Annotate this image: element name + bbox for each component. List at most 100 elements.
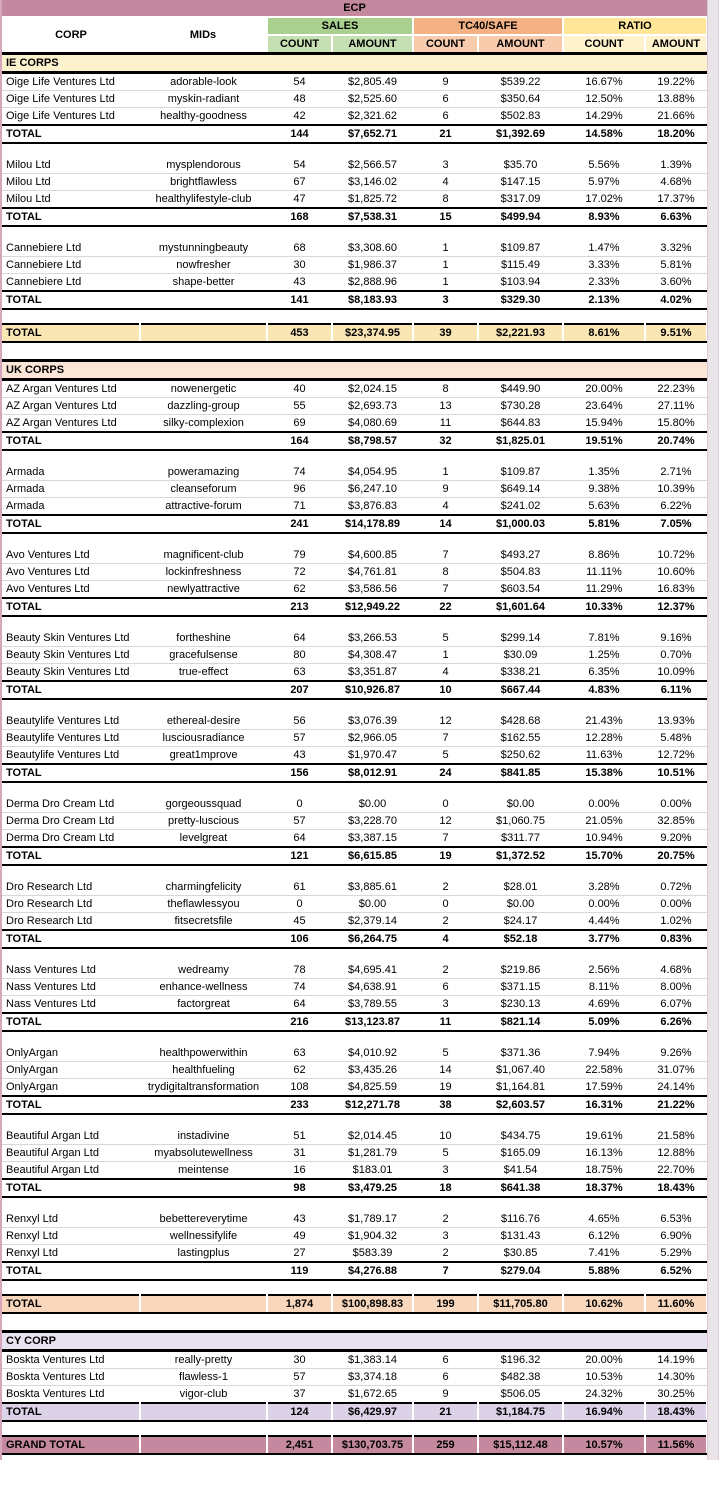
total-value[interactable]: 5.09% (563, 1012, 645, 1032)
cell-value[interactable]: 4.65% (563, 1211, 645, 1228)
total-value[interactable]: $7,538.31 (332, 207, 413, 227)
total-label[interactable]: TOTAL (2, 597, 140, 617)
cell-value[interactable]: 43 (267, 746, 332, 765)
cell-value[interactable]: $539.22 (478, 72, 563, 91)
cell-value[interactable]: 2 (413, 879, 478, 896)
total-value[interactable]: 124 (267, 1402, 333, 1422)
cell-mid[interactable]: gracefulsense (140, 646, 267, 664)
section-total-value[interactable]: $23,374.95 (332, 323, 414, 343)
cell-value[interactable]: 14.29% (563, 107, 645, 126)
cell-value[interactable]: 1 (413, 240, 478, 257)
cell-corp[interactable]: Beauty Skin Ventures Ltd (2, 646, 140, 664)
cell-value[interactable]: 24.14% (645, 1078, 707, 1097)
cell-value[interactable]: $2,379.14 (332, 912, 413, 931)
cell-mid[interactable]: great1mprove (140, 746, 267, 765)
section-header[interactable]: UK CORPS (2, 359, 707, 381)
cell-value[interactable]: $311.77 (478, 829, 563, 848)
cell-value[interactable]: 0 (413, 796, 478, 813)
cell-value[interactable]: $4,825.59 (332, 1078, 413, 1097)
cell-corp[interactable]: Milou Ltd (2, 173, 140, 191)
cell-value[interactable]: 16.83% (645, 580, 707, 599)
cell-mid[interactable]: trydigitaltransformation (140, 1078, 267, 1097)
cell-value[interactable]: 12.28% (563, 729, 645, 747)
cell-value[interactable]: 7.81% (563, 630, 645, 647)
cell-value[interactable]: 17.59% (563, 1078, 645, 1097)
cell-mid[interactable]: nowfresher (140, 256, 267, 274)
total-value[interactable]: 32 (413, 431, 478, 451)
cell-value[interactable]: $1,825.72 (332, 190, 413, 209)
total-value[interactable]: 6.63% (645, 207, 707, 227)
cell-value[interactable]: 4.68% (645, 962, 707, 979)
cell-value[interactable]: 0 (267, 796, 332, 813)
cell-mid[interactable]: lastingplus (140, 1244, 267, 1263)
cell-value[interactable]: 16 (267, 1161, 332, 1180)
cell-value[interactable]: 30 (267, 256, 332, 274)
total-value[interactable]: 6.26% (645, 1012, 707, 1032)
cell-value[interactable]: $1,672.65 (332, 1385, 413, 1404)
cell-value[interactable]: 30 (267, 1350, 332, 1369)
cell-mid[interactable]: gorgeoussquad (140, 796, 267, 813)
total-label[interactable]: TOTAL (2, 1095, 140, 1115)
total-value[interactable]: 4.83% (563, 680, 645, 700)
cell-value[interactable]: $3,387.15 (332, 829, 413, 848)
cell-value[interactable]: 2.56% (563, 962, 645, 979)
cell-mid[interactable]: fortheshine (140, 630, 267, 647)
cell-corp[interactable]: Milou Ltd (2, 157, 140, 174)
cell-value[interactable]: 21.58% (645, 1128, 707, 1145)
cell-corp[interactable]: Renxyl Ltd (2, 1211, 140, 1228)
cell-value[interactable]: 4.68% (645, 173, 707, 191)
cell-mid[interactable]: vigor-club (140, 1385, 267, 1404)
cell-value[interactable]: 12.50% (563, 90, 645, 108)
cell-value[interactable]: 11 (413, 414, 478, 433)
cell-value[interactable]: 12 (413, 812, 478, 830)
cell-value[interactable]: $3,374.18 (332, 1368, 413, 1386)
cell-value[interactable]: 64 (267, 995, 332, 1014)
cell-value[interactable]: $1,067.40 (478, 1061, 563, 1079)
cell-mid[interactable]: really-pretty (140, 1350, 267, 1369)
cell-value[interactable]: $2,024.15 (332, 379, 413, 398)
cell-mid[interactable]: meintense (140, 1161, 267, 1180)
cell-value[interactable]: $338.21 (478, 663, 563, 682)
cell-value[interactable]: 1 (413, 646, 478, 664)
cell-corp[interactable]: Nass Ventures Ltd (2, 995, 140, 1014)
total-value[interactable]: $1,372.52 (478, 846, 563, 866)
cell-value[interactable]: 72 (267, 563, 332, 581)
total-value[interactable]: 6.11% (645, 680, 707, 700)
cell-value[interactable]: 14.30% (645, 1368, 707, 1386)
cell-value[interactable]: 32.85% (645, 812, 707, 830)
grand-total-value[interactable]: $15,112.48 (478, 1435, 564, 1455)
cell-corp[interactable]: Beautylife Ventures Ltd (2, 729, 140, 747)
total-value[interactable]: 18.37% (563, 1178, 645, 1198)
cell-value[interactable]: $0.00 (332, 895, 413, 913)
total-value[interactable]: 12.37% (645, 597, 707, 617)
cell-mid[interactable]: enhance-wellness (140, 978, 267, 996)
cell-value[interactable]: 10.72% (645, 547, 707, 564)
cell-value[interactable]: 6 (413, 107, 478, 126)
cell-value[interactable]: 6.90% (645, 1227, 707, 1245)
cell-value[interactable]: 9.38% (563, 480, 645, 498)
cell-corp[interactable]: Derma Dro Cream Ltd (2, 829, 140, 848)
cell-value[interactable]: $3,266.53 (332, 630, 413, 647)
section-total-label[interactable]: TOTAL (2, 1294, 141, 1314)
cell-value[interactable]: 63 (267, 663, 332, 682)
cell-value[interactable]: $109.87 (478, 240, 563, 257)
total-value[interactable]: 21 (413, 124, 478, 144)
cell-value[interactable]: $2,693.73 (332, 397, 413, 415)
total-value[interactable]: 14.58% (563, 124, 645, 144)
cell-value[interactable]: $1,986.37 (332, 256, 413, 274)
cell-mid[interactable]: shape-better (140, 273, 267, 292)
cell-corp[interactable]: Beautiful Argan Ltd (2, 1161, 140, 1180)
cell-value[interactable]: 11.63% (563, 746, 645, 765)
cell-value[interactable]: 6.22% (645, 497, 707, 516)
total-value[interactable]: 18 (413, 1178, 478, 1198)
total-value[interactable]: $279.04 (478, 1261, 563, 1281)
cell-value[interactable]: $482.38 (478, 1368, 563, 1386)
cell-value[interactable]: $493.27 (478, 547, 563, 564)
cell-value[interactable]: 9 (413, 1385, 478, 1404)
cell-value[interactable]: 79 (267, 547, 332, 564)
cell-value[interactable]: 1.47% (563, 240, 645, 257)
cell-mid[interactable]: nowenergetic (140, 379, 267, 398)
subheader-count[interactable]: COUNT (412, 34, 479, 55)
cell-value[interactable]: 3.32% (645, 240, 707, 257)
subheader-amount[interactable]: AMOUNT (644, 34, 708, 55)
